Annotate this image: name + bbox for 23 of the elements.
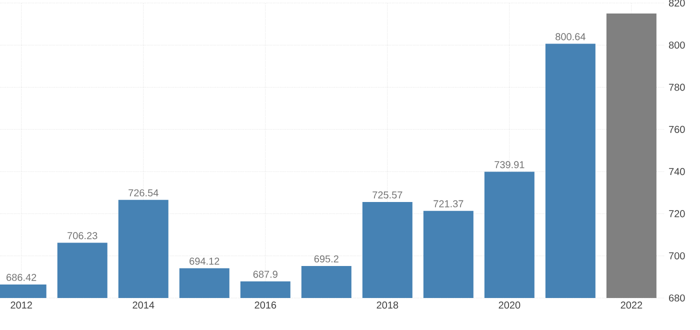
y-tick-label: 740	[669, 168, 685, 176]
y-tick-label: 680	[669, 294, 685, 302]
data-label: 726.54	[128, 189, 158, 196]
data-label: 687.9	[253, 270, 278, 278]
y-tick-label: 700	[669, 252, 685, 260]
x-tick-label: 2022	[620, 302, 642, 309]
data-label: 686.42	[6, 274, 36, 281]
y-tick-label: 720	[669, 210, 685, 218]
x-tick-label: 2020	[498, 302, 520, 309]
y-tick-label: 800	[668, 42, 685, 49]
data-label: 706.23	[68, 232, 98, 240]
y-tick-label: 760	[669, 126, 685, 133]
data-label: 695.2	[314, 255, 338, 262]
data-label: 739.91	[494, 161, 524, 168]
data-label: 800.64	[556, 33, 586, 40]
data-label: 721.37	[434, 200, 464, 208]
x-tick-label: 2018	[376, 302, 398, 309]
x-tick-label: 2014	[132, 302, 154, 309]
x-tick-label: 2012	[10, 302, 32, 309]
y-tick-label: 780	[669, 84, 685, 91]
x-tick-label: 2016	[254, 302, 276, 309]
data-label: 694.12	[190, 258, 220, 265]
data-label: 725.57	[372, 191, 402, 198]
